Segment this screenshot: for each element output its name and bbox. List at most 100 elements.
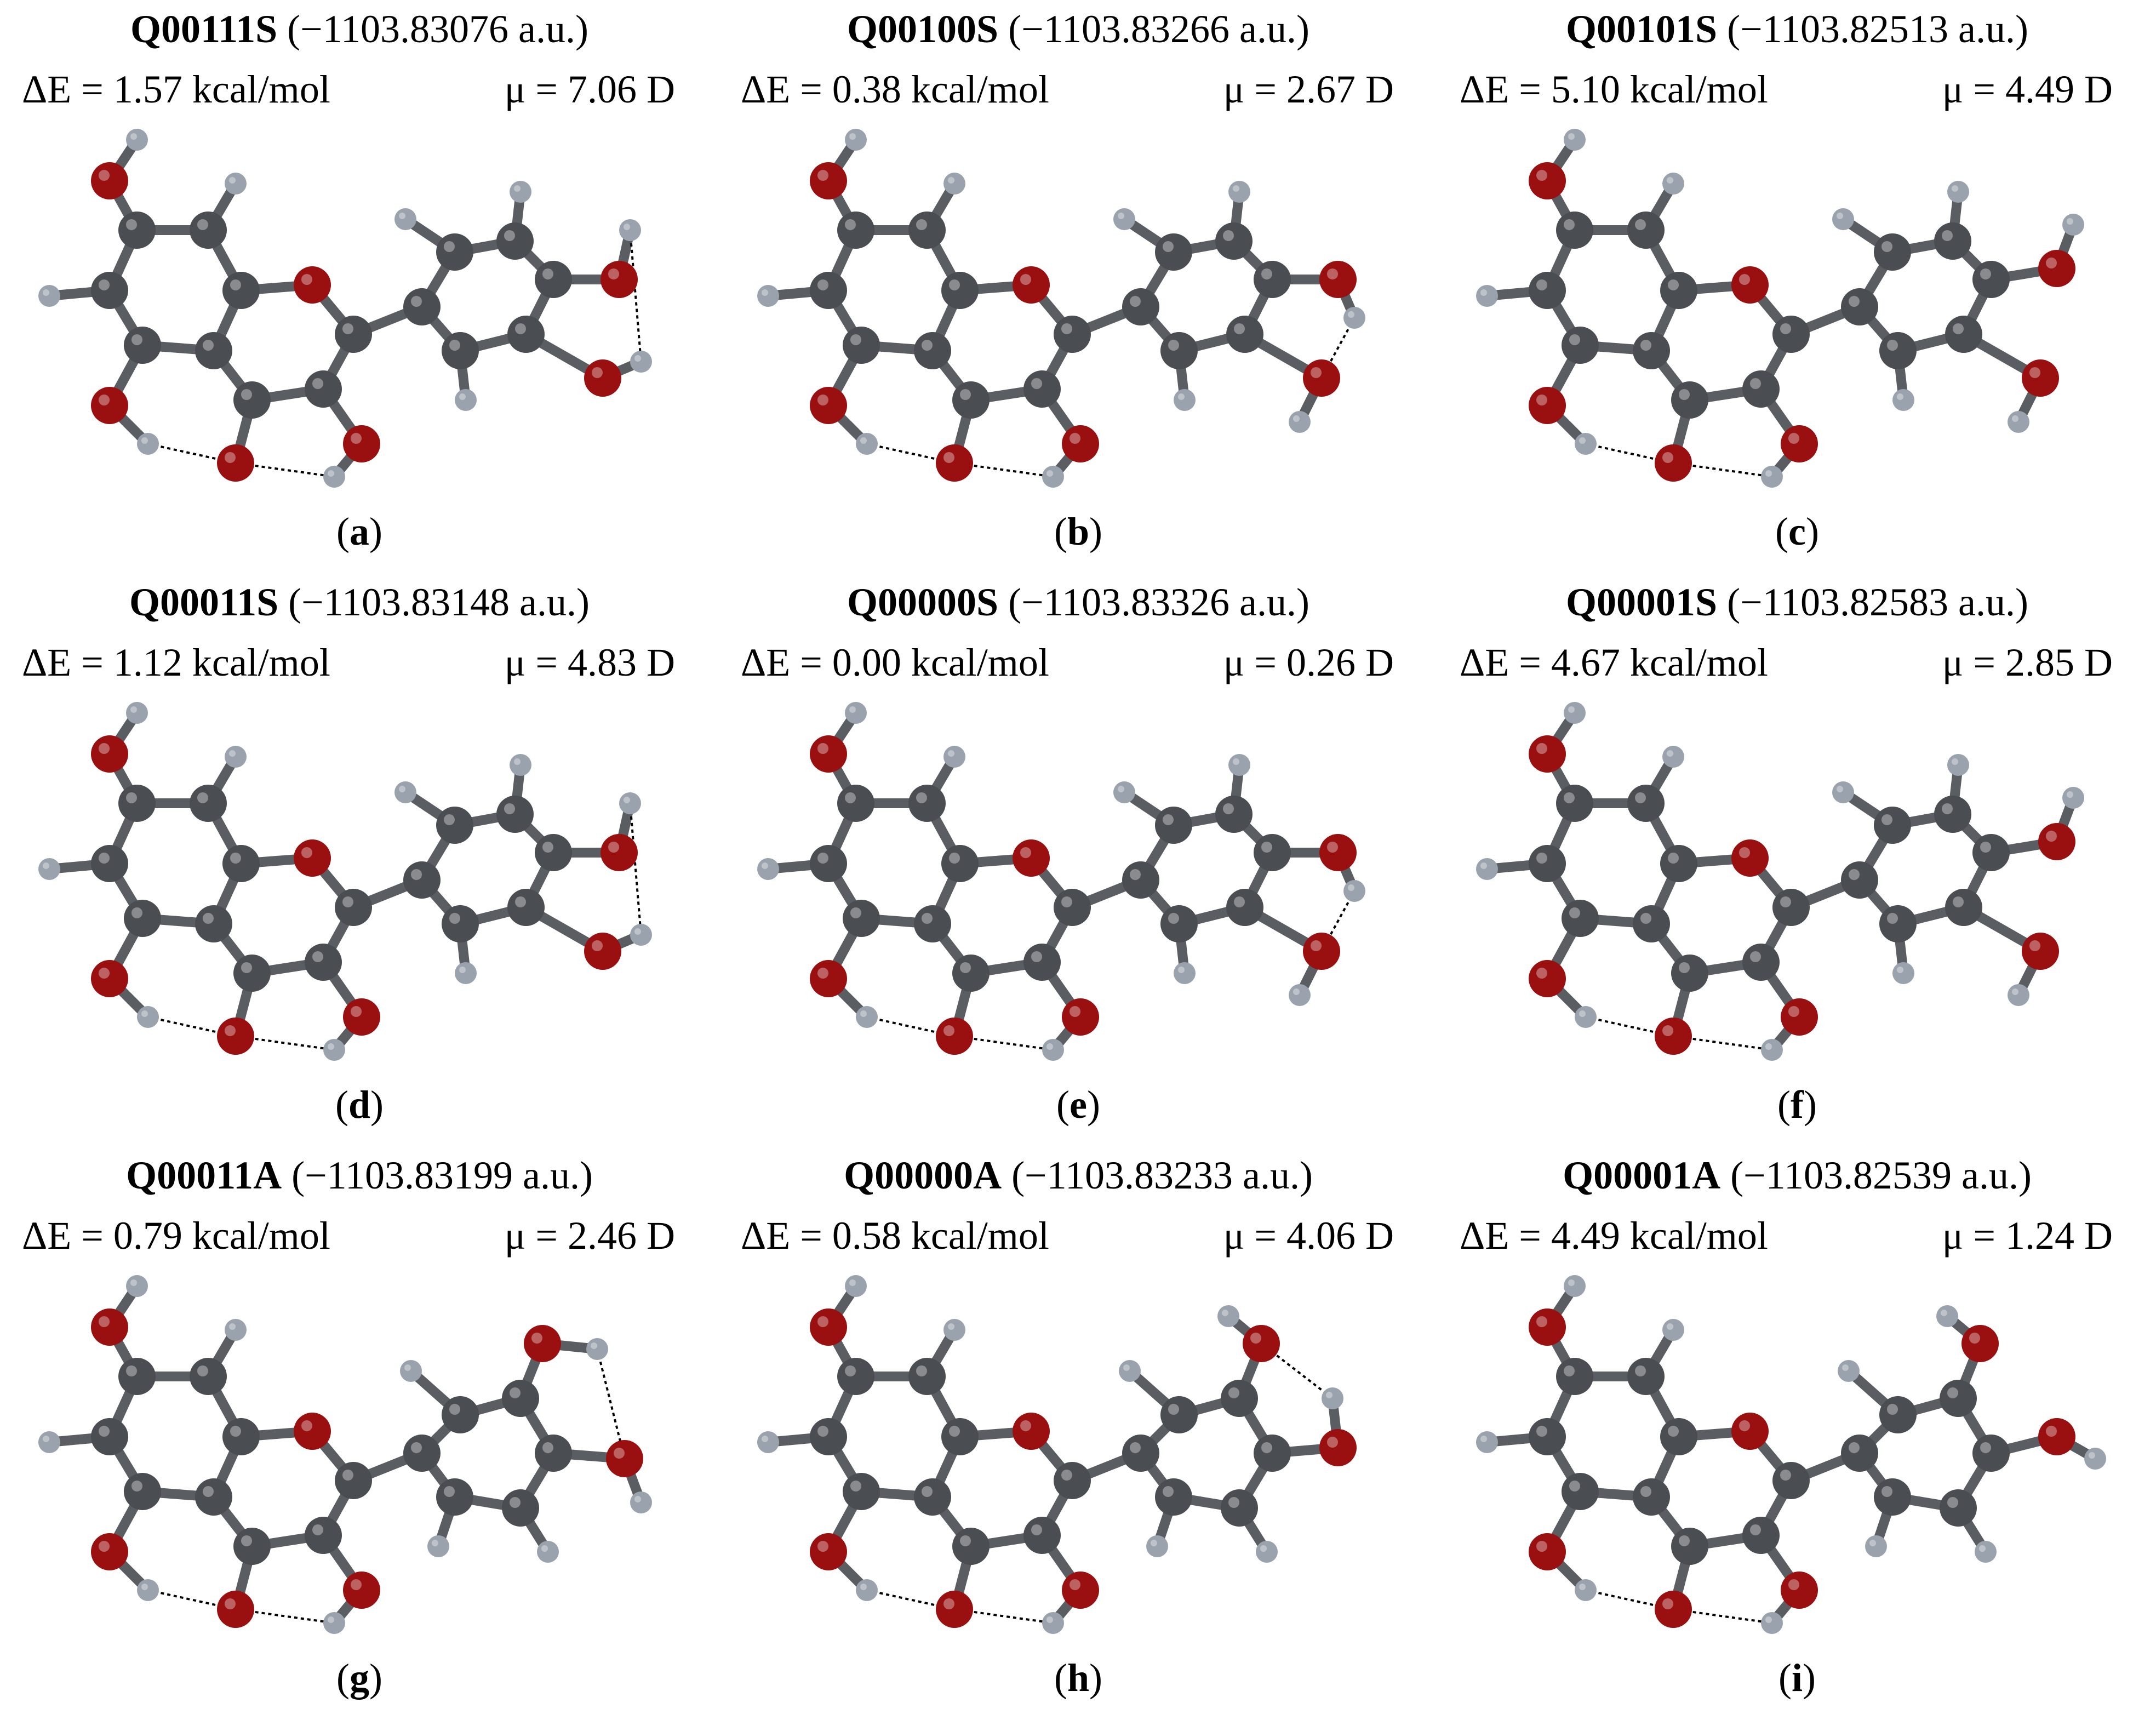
carbon-atom — [810, 845, 847, 882]
hydrogen-atom — [2062, 214, 2084, 236]
panel-a: Q00111S (−1103.83076 a.u.) ΔE = 1.57 kcal… — [0, 0, 719, 573]
atom-highlight — [141, 1010, 148, 1017]
molecule-structure — [757, 129, 1365, 488]
oxygen-atom — [294, 266, 331, 304]
atom-highlight — [1969, 1333, 1980, 1344]
atom-highlight — [1168, 913, 1179, 924]
atom-highlight — [432, 1540, 438, 1546]
atom-highlight — [203, 913, 214, 924]
atom-highlight — [850, 907, 861, 918]
atom-highlight — [1536, 395, 1547, 405]
dipole-moment: μ = 4.83 D — [504, 641, 675, 684]
atom-highlight — [1765, 470, 1772, 477]
atom-highlight — [916, 792, 927, 803]
atom-highlight — [860, 1584, 867, 1590]
atom-highlight — [541, 1545, 548, 1552]
carbon-atom — [810, 272, 847, 309]
carbon-atom — [1660, 845, 1697, 882]
atom-highlight — [960, 1535, 971, 1546]
carbon-atom — [335, 889, 372, 926]
oxygen-atom — [524, 1325, 561, 1362]
hydrogen-atom — [137, 433, 159, 455]
hydrogen-atom — [1476, 858, 1498, 880]
atom-highlight — [1788, 1006, 1799, 1017]
oxygen-atom — [91, 1308, 128, 1346]
atom-highlight — [1780, 1470, 1791, 1481]
atom-highlight — [1941, 1310, 1947, 1316]
atom-highlight — [1979, 1545, 1986, 1552]
conformer-name: Q00100S — [847, 7, 999, 51]
atom-highlight — [860, 437, 867, 444]
carbon-atom — [91, 1418, 128, 1455]
atom-highlight — [2012, 988, 2018, 995]
relative-energy: ΔE = 4.67 kcal/mol — [1460, 641, 1768, 684]
atom-highlight — [1250, 1333, 1261, 1344]
carbon-atom — [233, 1528, 271, 1565]
hydrogen-atom — [757, 1431, 779, 1453]
panel-i: Q00001A (−1103.82539 a.u.) ΔE = 4.49 kcal… — [1438, 1146, 2156, 1719]
atom-highlight — [241, 1535, 252, 1546]
oxygen-atom — [91, 387, 128, 424]
atom-highlight — [634, 928, 641, 935]
carbon-atom — [1841, 288, 1878, 325]
oxygen-atom — [936, 1591, 973, 1628]
atom-highlight — [99, 1541, 110, 1552]
panel-caption: (i) — [1778, 1656, 1816, 1700]
carbon-atom — [1671, 955, 1708, 992]
carbon-atom — [1529, 845, 1566, 882]
hydrogen-atom — [427, 1535, 449, 1557]
atom-highlight — [1178, 967, 1185, 973]
carbon-atom — [952, 1528, 990, 1565]
hydrogen-atom — [1832, 208, 1854, 230]
atom-highlight — [1897, 967, 1903, 973]
carbon-atom — [1874, 233, 1911, 271]
carbon-atom — [914, 1478, 951, 1516]
atom-highlight — [1070, 433, 1080, 444]
hydrogen-atom — [1289, 984, 1311, 1006]
carbon-atom — [403, 1435, 441, 1472]
atom-highlight — [1849, 296, 1860, 307]
carbon-atom — [91, 845, 128, 882]
hydrogen-atom — [1146, 1535, 1168, 1557]
hydrogen-atom — [630, 924, 652, 946]
carbon-atom — [442, 332, 479, 369]
oxygen-atom — [1961, 1325, 1999, 1362]
atom-highlight — [1887, 913, 1898, 924]
hydrogen-atom — [323, 1612, 345, 1634]
oxygen-atom — [91, 960, 128, 997]
atom-highlight — [444, 1486, 455, 1497]
oxygen-atom — [2022, 359, 2059, 397]
atom-highlight — [1123, 1364, 1130, 1371]
atom-highlight — [1780, 896, 1791, 907]
atom-highlight — [850, 334, 861, 345]
carbon-atom — [195, 332, 232, 369]
hydrogen-atom — [38, 1431, 60, 1453]
total-energy: (−1103.83233 a.u.) — [1011, 1153, 1313, 1197]
atom-highlight — [459, 393, 466, 400]
atom-highlight — [849, 706, 856, 713]
hydrogen-atom — [455, 962, 477, 984]
atom-highlight — [960, 389, 971, 400]
atom-highlight — [230, 853, 241, 864]
hydrogen-atom — [1174, 962, 1196, 984]
atom-highlight — [1261, 1442, 1272, 1453]
carbon-atom — [507, 889, 545, 926]
hydrogen-atom — [225, 746, 247, 768]
atom-highlight — [126, 219, 137, 230]
atom-highlight — [949, 279, 960, 290]
carbon-atom — [124, 1473, 161, 1510]
carbon-atom — [843, 900, 880, 937]
atom-highlight — [444, 241, 455, 252]
panel-caption: (d) — [335, 1083, 384, 1127]
atom-highlight — [1168, 1404, 1179, 1415]
carbon-atom — [941, 272, 979, 309]
hydrogen-atom — [845, 1275, 867, 1297]
conformer-name: Q00111S — [130, 7, 278, 51]
panel-label: i — [1791, 1656, 1803, 1700]
atom-highlight — [1568, 1279, 1575, 1286]
atom-highlight — [1882, 241, 1892, 252]
atom-highlight — [130, 706, 137, 713]
atom-highlight — [99, 279, 110, 290]
atom-highlight — [1178, 393, 1185, 400]
carbon-atom — [1054, 316, 1091, 353]
